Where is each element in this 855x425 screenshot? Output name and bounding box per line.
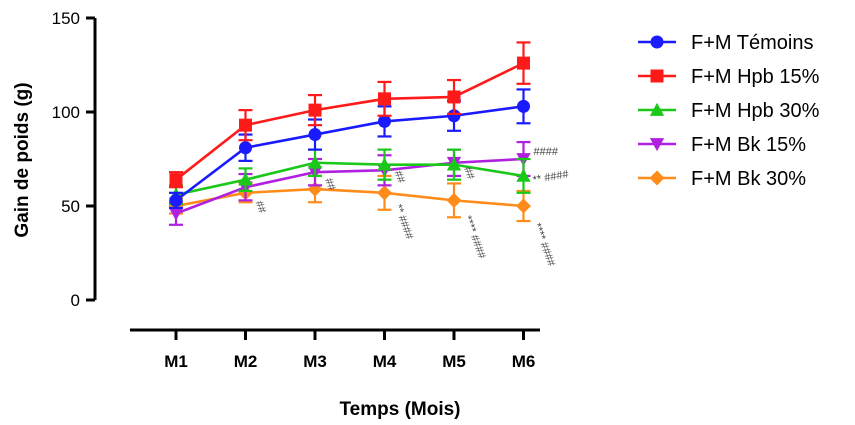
significance-annotation: ## [461,165,477,181]
data-point [517,99,530,113]
significance-annotation: ** #### [532,168,570,186]
data-point [447,90,461,104]
data-point [169,193,183,207]
legend-item-3: F+M Hpb 30% [638,100,820,122]
data-point [168,207,184,221]
y-tick-label: 100 [52,103,80,122]
legend-marker [649,102,665,116]
legend-marker [650,69,664,83]
y-tick-label: 50 [61,197,80,216]
data-point [307,155,323,169]
significance-annotation: **** #### [531,222,558,269]
series-2 [169,41,531,189]
legend-marker [649,138,665,152]
data-point [239,141,252,155]
x-axis-title: Temps (Mois) [339,399,460,420]
data-point [239,118,252,132]
data-point [169,173,183,187]
data-point [446,157,462,171]
significance-annotation: **** #### [461,214,488,261]
legend-label: F+M Hpb 15% [691,66,820,88]
y-ticks: 0 50 100 150 [52,9,95,310]
data-point [516,168,531,182]
y-tick-label: 0 [71,291,80,310]
series-layer [168,41,531,226]
data-point [377,185,392,201]
data-point [308,128,322,142]
series-5 [168,174,531,223]
data-point [517,56,530,70]
legend-label: F+M Bk 30% [691,168,806,190]
series-3 [168,148,531,206]
legend-label: F+M Témoins [691,32,813,54]
legend-label: F+M Hpb 30% [691,100,820,122]
x-tick-label: M4 [373,352,397,371]
x-tick-label: M3 [303,352,327,371]
y-tick-label: 150 [52,9,80,28]
x-tick-label: M6 [512,352,536,371]
legend-item-2: F+M Hpb 15% [638,66,820,88]
significance-annotation: #### [534,146,559,158]
legend-item-4: F+M Bk 15% [638,134,806,156]
series-1 [169,88,531,209]
axes [93,18,540,332]
y-axis-title: Gain de poids (g) [12,82,33,237]
data-point [516,198,531,214]
legend-marker [650,35,664,49]
x-tick-label: M5 [442,352,466,371]
significance-annotation: ## [253,199,269,215]
x-ticks: M1 M2 M3 M4 M5 M6 [164,330,535,371]
series-line [175,157,524,215]
series-line [175,61,525,181]
significance-annotation: ## [322,177,338,193]
data-point [238,172,253,186]
legend: F+M Témoins F+M Hpb 15% F+M Hpb 30% F+M Bk … [638,32,820,190]
legend-item-5: F+M Bk 30% [638,168,806,190]
legend-marker [649,170,665,186]
series-line [175,105,524,202]
data-point [378,114,391,128]
significance-annotation: ## [392,169,408,185]
legend-item-1: F+M Témoins [638,32,813,54]
legend-label: F+M Bk 15% [691,134,806,156]
data-point [378,92,391,106]
x-tick-label: M1 [164,352,188,371]
x-tick-label: M2 [234,352,258,371]
series-line [175,187,524,208]
data-point [446,192,462,208]
data-point [308,103,322,117]
series-line [175,161,524,196]
significance-annotation: ** #### [392,203,416,242]
data-point [377,157,392,171]
data-point [447,109,461,123]
